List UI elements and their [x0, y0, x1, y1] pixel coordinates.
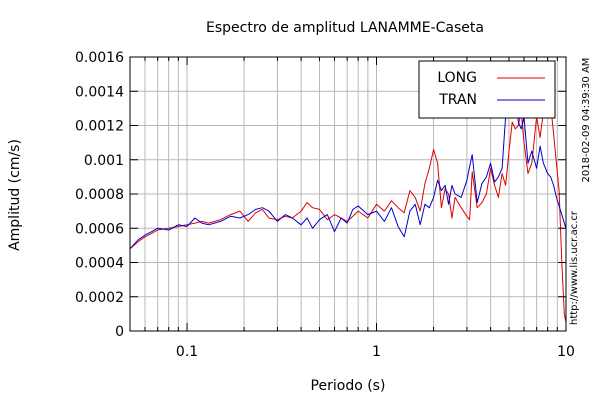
y-tick-label: 0.0002	[75, 290, 124, 306]
y-tick-label: 0.0008	[75, 187, 124, 203]
legend-box	[418, 60, 556, 119]
y-tick-label: 0.0004	[75, 256, 124, 272]
series-layer	[129, 73, 567, 323]
timestamp-label: 2018-02-09 04:39:30 AM	[581, 58, 592, 183]
legend-label-tran: TRAN	[438, 92, 477, 108]
y-tick-label: 0.001	[84, 153, 124, 169]
y-tick-label: 0	[115, 324, 124, 340]
axis-tick-labels: 0 0.0002 0.0004 0.0006 0.0008 0.001 0.0012 0.00…	[75, 50, 575, 360]
axis-ticks	[129, 56, 567, 332]
series-line-tran	[129, 73, 567, 250]
series-line-long	[129, 94, 567, 323]
y-tick-label: 0.0016	[75, 50, 124, 66]
x-tick-label: 1	[372, 344, 381, 360]
x-tick-label: 0.1	[176, 344, 198, 360]
x-axis-label: Periodo (s)	[311, 378, 386, 394]
grid-lines	[129, 57, 567, 331]
chart-title: Espectro de amplitud LANAMME-Caseta	[206, 20, 484, 36]
legend: LONG TRAN	[418, 60, 556, 119]
x-tick-label: 10	[557, 344, 575, 360]
legend-label-long: LONG	[437, 70, 477, 86]
y-tick-label: 0.0006	[75, 221, 124, 237]
y-axis-label: Amplitud (cm/s)	[7, 139, 23, 251]
y-tick-label: 0.0012	[75, 119, 124, 135]
source-url-label: http://www.lis.ucr.ac.cr	[569, 210, 580, 325]
y-tick-label: 0.0014	[75, 84, 124, 100]
